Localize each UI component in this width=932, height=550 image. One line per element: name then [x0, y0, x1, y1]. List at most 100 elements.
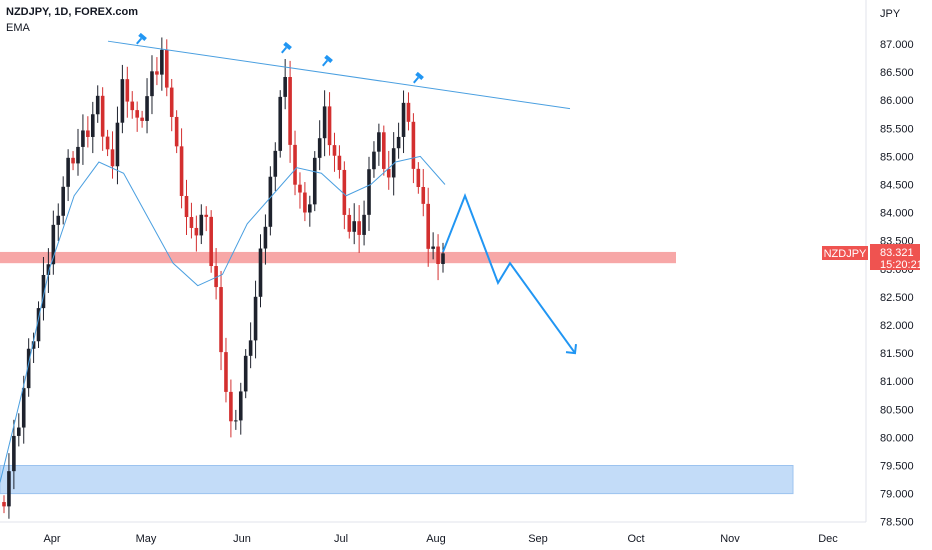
price-axis[interactable]: 78.500 79.000 79.500 80.000 80.500 81.000 81.5…	[880, 39, 914, 529]
time-tick-label: Jun	[233, 533, 251, 545]
candle-body	[21, 388, 26, 428]
candle-body	[81, 130, 85, 147]
candle-body	[386, 168, 391, 178]
candle-body	[41, 274, 46, 309]
candle-body	[160, 49, 164, 75]
support-zone	[0, 465, 794, 495]
candle-body	[298, 184, 302, 193]
candle-body	[278, 96, 283, 151]
candle-body	[382, 132, 386, 169]
price-tick-label: 82.000	[880, 320, 914, 332]
candle-body	[115, 122, 120, 167]
candle-body	[125, 79, 130, 102]
price-tick-label: 78.500	[880, 517, 914, 529]
price-tick-label: 80.000	[880, 432, 914, 444]
candle-body	[189, 217, 194, 228]
candle-body	[308, 204, 312, 213]
candle-body	[145, 96, 149, 121]
candle-body	[214, 266, 218, 288]
arrowhead	[565, 343, 577, 355]
candle-body	[293, 144, 297, 185]
candle-body	[352, 221, 357, 232]
candle-body	[288, 77, 292, 145]
time-tick-label: Jul	[334, 533, 348, 545]
candle-body	[431, 246, 435, 249]
time-tick-label: Aug	[426, 533, 446, 545]
pin-head	[283, 41, 292, 51]
candle-body	[229, 391, 233, 422]
price-tag: NZDJPY 83.321 15:20:21	[822, 244, 923, 271]
time-tick-label: Sep	[528, 533, 548, 545]
price-tick-label: 86.000	[880, 95, 914, 107]
candle-body	[110, 149, 115, 167]
resistance-zone	[0, 251, 676, 264]
candle-body	[219, 287, 223, 353]
candle-body	[120, 79, 125, 123]
candle-body	[46, 264, 51, 275]
candle-body	[105, 136, 110, 150]
candle-body	[26, 348, 31, 389]
time-axis[interactable]: Apr May Jun Jul Aug Sep Oct Nov Dec	[43, 533, 838, 545]
candle-body	[155, 71, 159, 75]
pin-head	[138, 32, 147, 42]
pin-stem	[322, 59, 329, 67]
candle-body	[51, 224, 56, 265]
time-tick-label: Dec	[818, 533, 838, 545]
price-tick-label: 85.000	[880, 151, 914, 163]
candle-body	[2, 502, 6, 507]
projection-arrow	[442, 192, 576, 354]
time-tick-label: Nov	[720, 533, 740, 545]
price-tick-label: 86.500	[880, 67, 914, 79]
candle-body	[322, 106, 327, 139]
candle-body	[421, 186, 426, 204]
candle-body	[426, 203, 431, 249]
pin-icon	[322, 54, 333, 67]
price-tick-label: 87.000	[880, 39, 914, 51]
candle-body	[253, 296, 258, 341]
candle-body	[209, 216, 213, 267]
candle-body	[184, 195, 189, 218]
candle-body	[263, 226, 268, 249]
candle-body	[56, 215, 61, 225]
candle-body	[401, 102, 406, 137]
candle-body	[194, 227, 199, 236]
time-tick-label: May	[136, 533, 157, 545]
pin-icon	[281, 41, 292, 54]
candle-body	[130, 101, 135, 111]
candle-body	[396, 136, 401, 149]
candle-body	[140, 117, 144, 121]
candle-body	[100, 95, 105, 137]
candle-body	[150, 71, 154, 97]
price-tick-label: 84.500	[880, 180, 914, 192]
candle-body	[7, 471, 11, 507]
candle-body	[273, 150, 278, 177]
candle-body	[199, 214, 204, 236]
candle-body	[362, 214, 366, 235]
candle-body	[164, 49, 169, 88]
candle-body	[332, 145, 337, 156]
ema-layer	[0, 155, 446, 483]
candle-body	[283, 77, 287, 97]
candle-body	[243, 355, 248, 392]
candle-body	[169, 87, 174, 117]
candle-body	[95, 95, 100, 115]
candle-body	[174, 116, 179, 147]
candle-body	[204, 214, 209, 217]
candle-body	[135, 110, 139, 118]
price-tick-label: 85.500	[880, 123, 914, 135]
drawings-layer	[107, 32, 577, 355]
candle-body	[224, 352, 228, 392]
candle-body	[337, 155, 342, 170]
zones-layer	[0, 251, 794, 495]
candle-body	[411, 121, 416, 169]
price-tick-label: 80.500	[880, 404, 914, 416]
candle-body	[16, 427, 21, 436]
ema-line	[0, 155, 446, 483]
price-tick-label: 84.000	[880, 208, 914, 220]
candle-body	[327, 106, 332, 146]
candle-body	[441, 253, 445, 265]
candle-body	[36, 308, 41, 342]
last-price-tag	[870, 244, 920, 270]
candle-body	[31, 341, 36, 349]
